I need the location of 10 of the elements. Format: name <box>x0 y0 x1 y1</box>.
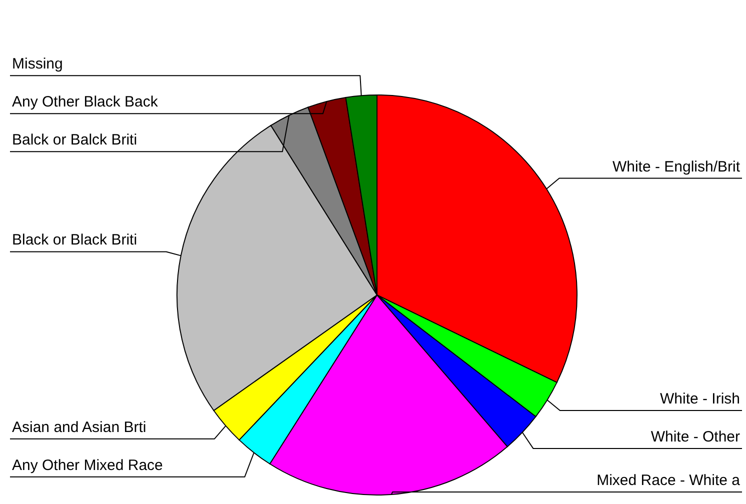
slice-label: Mixed Race - White a <box>596 472 741 489</box>
slice-label: Any Other Mixed Race <box>12 456 163 474</box>
slice-label: Black or Black Briti <box>12 232 138 249</box>
slice-label: White - English/Brit <box>612 158 741 176</box>
slice-label: White - Irish <box>660 390 740 408</box>
slice-label: Missing <box>12 56 63 73</box>
slice-label: Any Other Black Back <box>12 94 158 111</box>
slice-label: Asian and Asian Brti <box>12 418 146 436</box>
slice-label: Balck or Balck Briti <box>12 132 138 149</box>
slice-label: White - Other <box>650 428 740 446</box>
